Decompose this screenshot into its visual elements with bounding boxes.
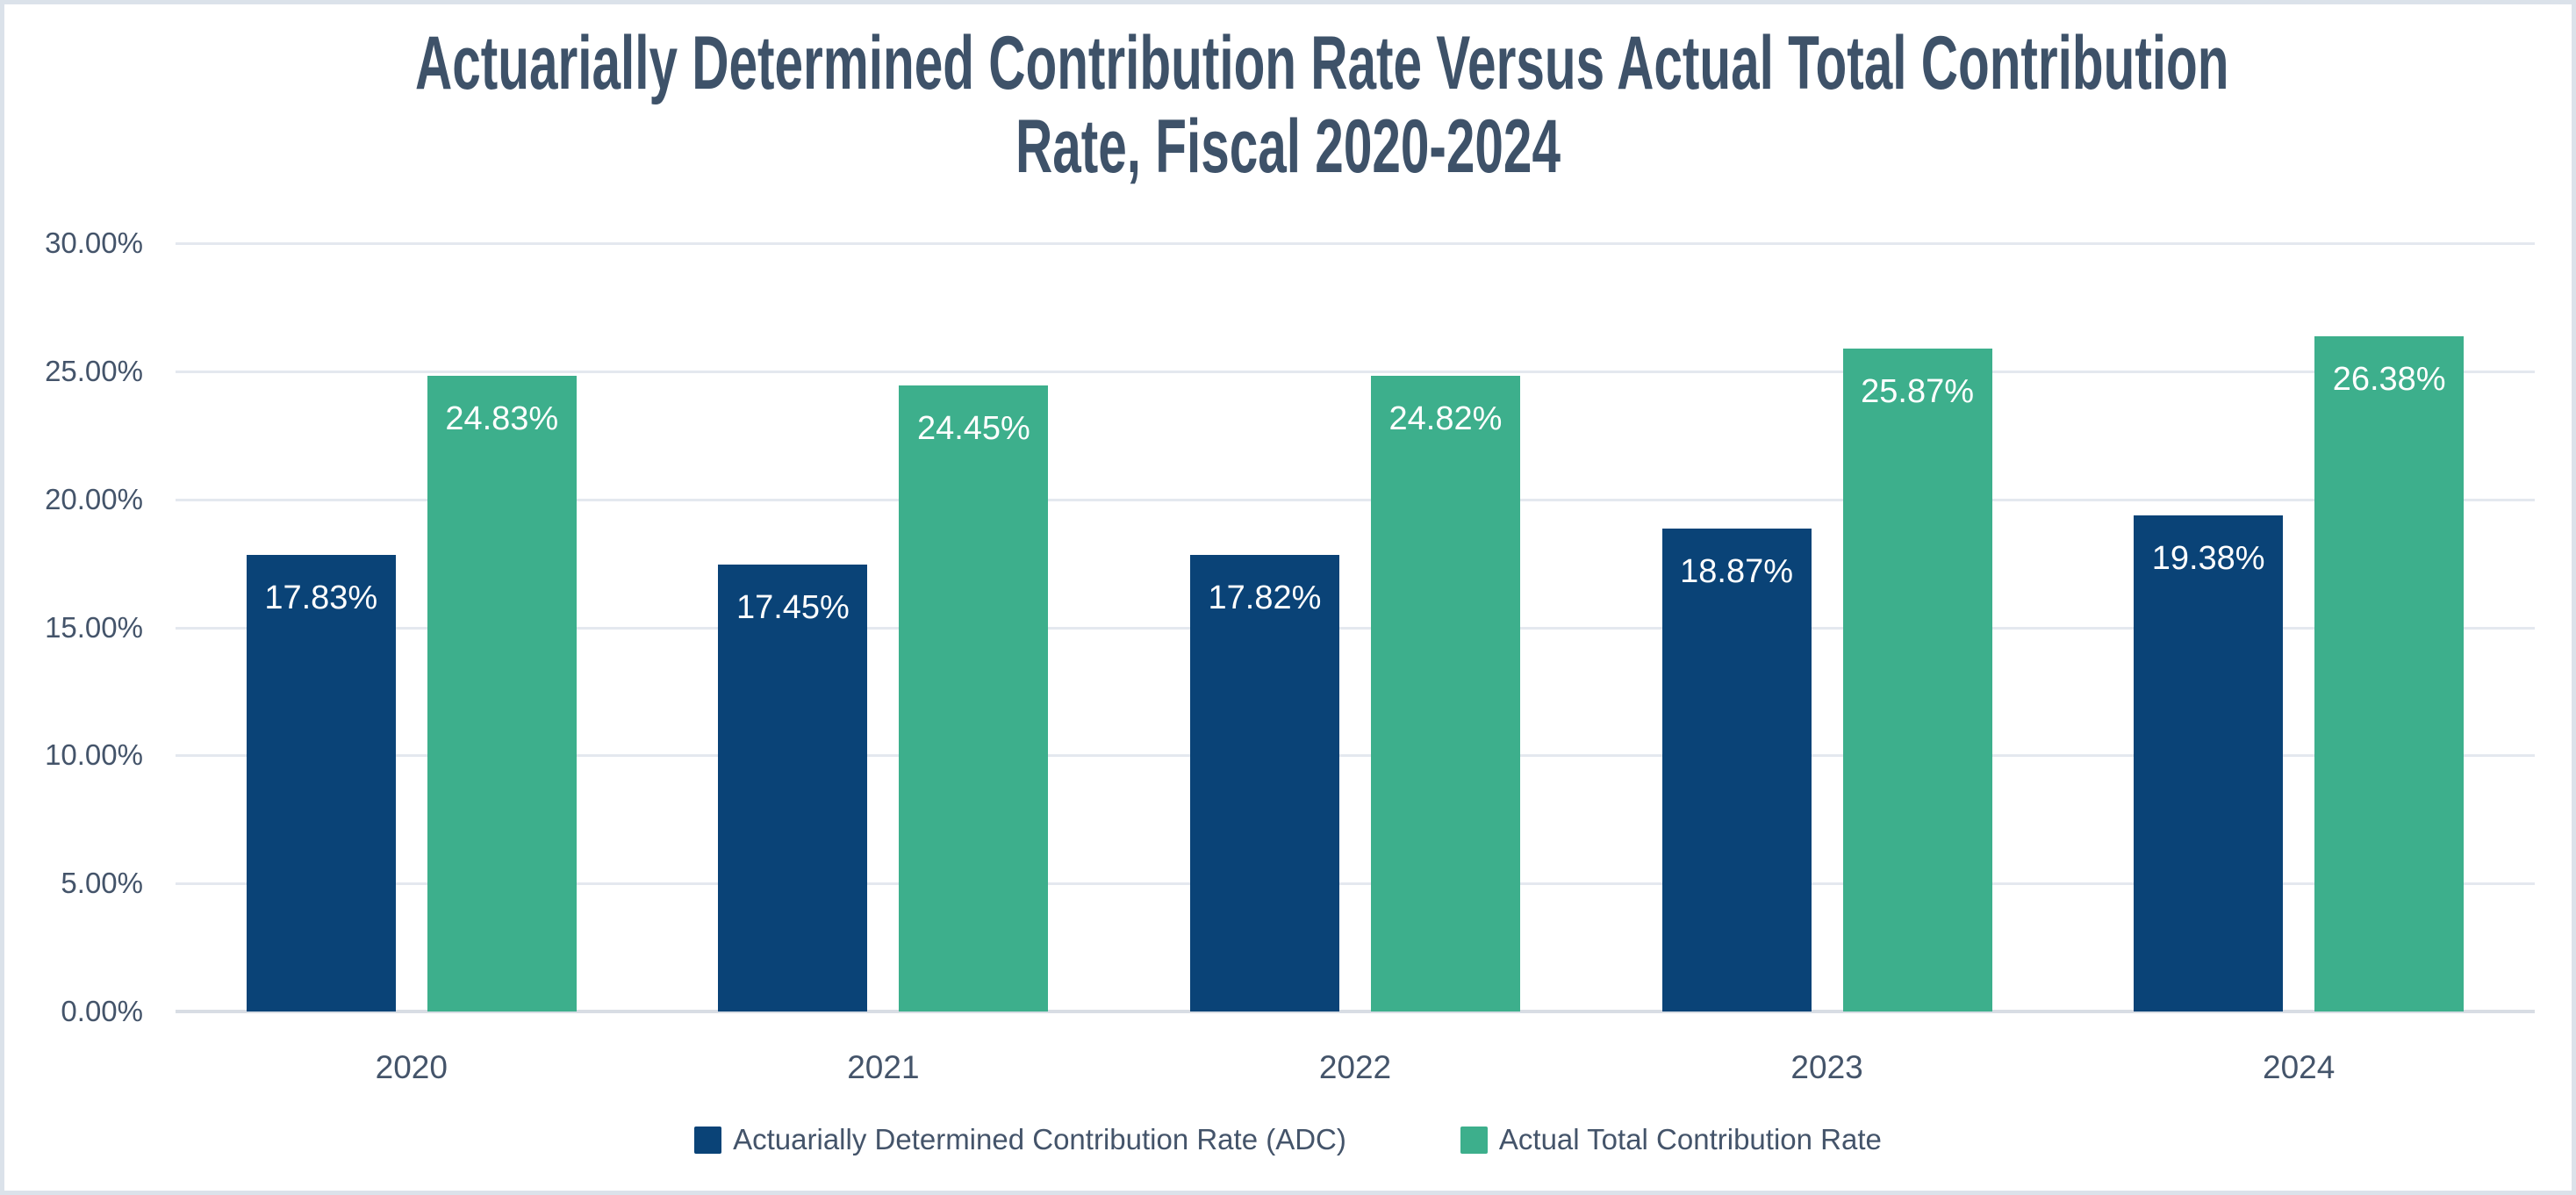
bar-actual-2022: 24.82% bbox=[1370, 376, 1520, 1011]
bar-actual-2020: 24.83% bbox=[427, 375, 577, 1011]
bar-value-label: 18.87% bbox=[1680, 552, 1794, 590]
y-axis-tick-label: 5.00% bbox=[61, 867, 143, 900]
chart-title-line-2: Rate, Fiscal 2020-2024 bbox=[1015, 104, 1561, 189]
y-axis-tick-label: 0.00% bbox=[61, 995, 143, 1027]
bar-group-2023: 18.87% 25.87% bbox=[1591, 243, 2063, 1011]
bar-adc-2020: 17.83% bbox=[246, 554, 396, 1011]
bar-actual-2024: 26.38% bbox=[2314, 335, 2465, 1011]
legend-item-adc: Actuarially Determined Contribution Rate… bbox=[694, 1123, 1346, 1156]
legend-label: Actual Total Contribution Rate bbox=[1498, 1123, 1882, 1155]
bar-value-label: 17.83% bbox=[264, 579, 378, 616]
bar-value-label: 24.82% bbox=[1388, 400, 1503, 438]
plot-area: 17.83% 24.83% 17.45% 24.45% 17.82% 24.82% 18.8… bbox=[176, 242, 2535, 1013]
bar-group-2020: 17.83% 24.83% bbox=[176, 243, 648, 1011]
x-axis-category-label: 2023 bbox=[1790, 1049, 1863, 1085]
bar-group-2022: 17.82% 24.82% bbox=[1119, 243, 1591, 1011]
bar-adc-2021: 17.45% bbox=[718, 565, 868, 1011]
y-axis-tick-label: 30.00% bbox=[45, 227, 143, 259]
bar-groups: 17.83% 24.83% 17.45% 24.45% 17.82% 24.82% 18.8… bbox=[176, 243, 2535, 1011]
gridline bbox=[176, 498, 2535, 501]
bar-value-label: 24.45% bbox=[916, 409, 1030, 447]
bar-value-label: 17.45% bbox=[735, 589, 850, 627]
x-axis-category-label: 2021 bbox=[847, 1049, 920, 1085]
gridline bbox=[176, 370, 2535, 373]
legend-label: Actuarially Determined Contribution Rate… bbox=[733, 1123, 1346, 1155]
x-axis-category-label: 2022 bbox=[1318, 1049, 1392, 1085]
y-axis-tick-label: 25.00% bbox=[45, 354, 143, 387]
x-axis-category-label: 2020 bbox=[375, 1049, 448, 1085]
bar-adc-2022: 17.82% bbox=[1189, 555, 1339, 1011]
bar-value-label: 19.38% bbox=[2151, 539, 2265, 577]
x-axis-category-label: 2024 bbox=[2263, 1049, 2336, 1085]
gridline bbox=[176, 882, 2535, 886]
x-axis-line bbox=[176, 1010, 2535, 1013]
legend-swatch-adc bbox=[694, 1126, 722, 1154]
gridline bbox=[176, 626, 2535, 630]
gridline bbox=[176, 242, 2535, 245]
legend-swatch-actual bbox=[1460, 1126, 1488, 1154]
bar-value-label: 24.83% bbox=[445, 400, 559, 437]
bar-actual-2021: 24.45% bbox=[899, 385, 1049, 1011]
chart-title-line-1: Actuarially Determined Contribution Rate… bbox=[415, 21, 2229, 105]
y-axis-tick-label: 15.00% bbox=[45, 610, 143, 644]
y-axis-tick-label: 10.00% bbox=[45, 738, 143, 772]
legend-item-actual: Actual Total Contribution Rate bbox=[1460, 1123, 1882, 1156]
bar-actual-2023: 25.87% bbox=[1842, 349, 1992, 1011]
bar-group-2024: 19.38% 26.38% bbox=[2063, 243, 2535, 1011]
bar-group-2021: 17.45% 24.45% bbox=[648, 243, 1120, 1011]
gridline bbox=[176, 754, 2535, 758]
bar-value-label: 26.38% bbox=[2332, 360, 2446, 398]
bar-adc-2024: 19.38% bbox=[2134, 515, 2284, 1011]
x-axis: 2020 2021 2022 2023 2024 bbox=[176, 1049, 2535, 1086]
bar-adc-2023: 18.87% bbox=[1661, 528, 1812, 1011]
legend: Actuarially Determined Contribution Rate… bbox=[4, 1123, 2572, 1156]
chart-title: Actuarially Determined Contribution Rate… bbox=[415, 21, 2229, 189]
y-axis-tick-label: 20.00% bbox=[45, 482, 143, 515]
bar-value-label: 25.87% bbox=[1861, 373, 1975, 411]
bar-value-label: 17.82% bbox=[1208, 580, 1322, 617]
